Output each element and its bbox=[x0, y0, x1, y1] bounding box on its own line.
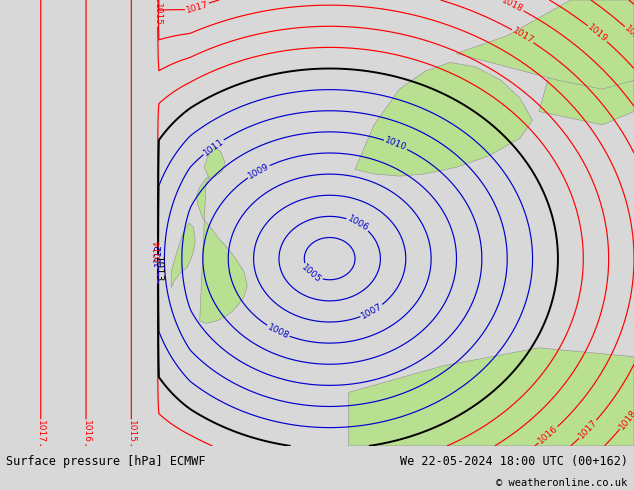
Text: 1015: 1015 bbox=[153, 2, 162, 25]
Polygon shape bbox=[349, 348, 634, 446]
Text: 1017: 1017 bbox=[510, 26, 535, 46]
Text: 1011: 1011 bbox=[202, 137, 225, 157]
Text: 1018: 1018 bbox=[500, 0, 525, 14]
Polygon shape bbox=[204, 147, 225, 178]
Text: Surface pressure [hPa] ECMWF: Surface pressure [hPa] ECMWF bbox=[6, 455, 206, 468]
Polygon shape bbox=[197, 174, 247, 323]
Text: 1010: 1010 bbox=[384, 136, 408, 153]
Text: 1013: 1013 bbox=[153, 256, 163, 283]
Text: 1007: 1007 bbox=[359, 302, 384, 321]
Polygon shape bbox=[355, 62, 533, 176]
Text: 1017: 1017 bbox=[36, 420, 45, 443]
Text: 1018: 1018 bbox=[617, 408, 634, 431]
Text: 1019: 1019 bbox=[586, 23, 609, 45]
Text: 1014: 1014 bbox=[153, 239, 162, 262]
Text: 1006: 1006 bbox=[346, 214, 370, 233]
Text: 1005: 1005 bbox=[300, 263, 323, 284]
Text: 1012: 1012 bbox=[154, 243, 163, 266]
Text: 1016: 1016 bbox=[536, 424, 560, 446]
Polygon shape bbox=[171, 223, 195, 288]
Text: 1017: 1017 bbox=[184, 0, 209, 15]
Text: 1017: 1017 bbox=[577, 418, 599, 441]
Text: 1008: 1008 bbox=[266, 322, 290, 341]
Text: 1015: 1015 bbox=[127, 420, 136, 443]
Polygon shape bbox=[539, 0, 634, 125]
Text: 1009: 1009 bbox=[247, 162, 271, 181]
Text: 1016: 1016 bbox=[82, 420, 91, 443]
Text: 1020: 1020 bbox=[623, 24, 634, 46]
Polygon shape bbox=[456, 0, 634, 89]
Text: © weatheronline.co.uk: © weatheronline.co.uk bbox=[496, 478, 628, 489]
Text: We 22-05-2024 18:00 UTC (00+162): We 22-05-2024 18:00 UTC (00+162) bbox=[399, 455, 628, 468]
